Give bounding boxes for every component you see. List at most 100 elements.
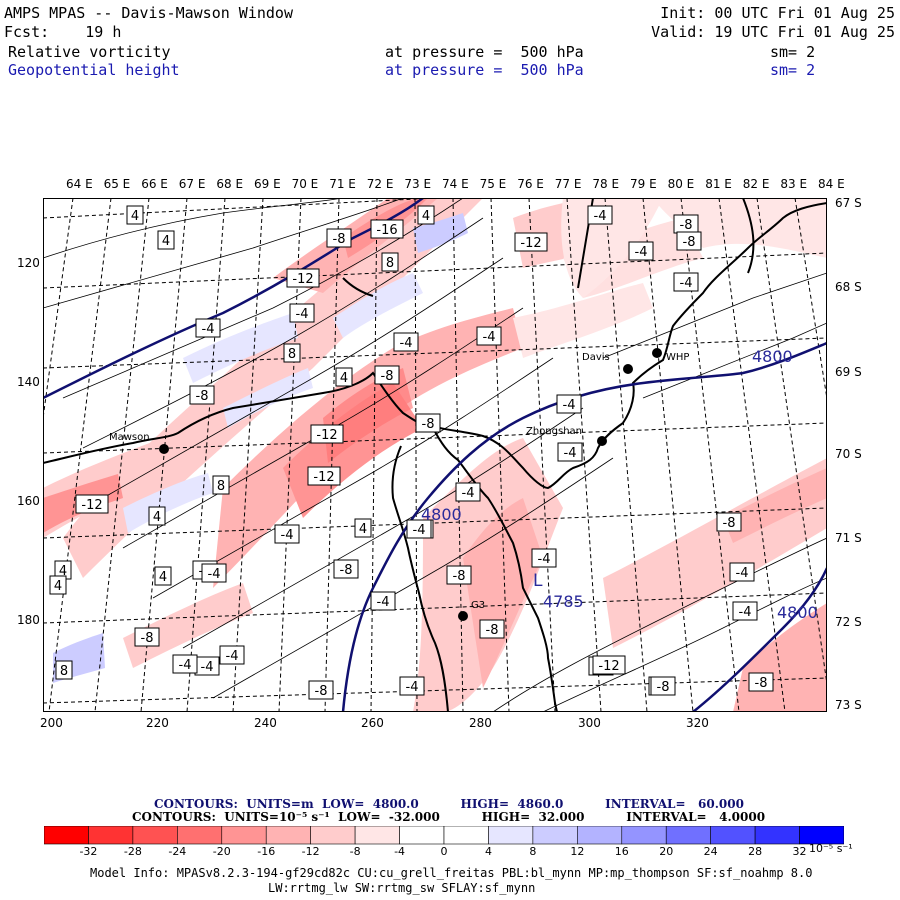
- low-center-marker: L: [533, 571, 543, 591]
- vorticity-contour-label: -4: [194, 656, 220, 676]
- vorticity-contour-label: 4: [157, 230, 175, 250]
- colorbar: [44, 826, 844, 845]
- vorticity-contour-label: -4: [455, 482, 481, 502]
- vorticity-contour-label: -4: [201, 563, 227, 583]
- top-lon-label: 74 E: [442, 177, 469, 191]
- vorticity-contour-label: -12: [75, 494, 109, 514]
- height-contour-info: CONTOURS: UNITS=m LOW= 4800.0 HIGH= 4860…: [154, 797, 744, 811]
- vorticity-contour-label: 4: [417, 205, 435, 225]
- top-lon-label: 67 E: [178, 177, 206, 191]
- colorbar-tick-label: -28: [123, 845, 142, 858]
- top-lon-label: 76 E: [517, 177, 544, 191]
- svg-text:-8: -8: [315, 684, 328, 699]
- vorticity-contour-label: -4: [557, 442, 583, 462]
- vorticity-contour-label: -4: [732, 601, 758, 621]
- field1-level: at pressure = 500 hPa: [385, 43, 584, 61]
- vorticity-contour-label: 8: [381, 252, 399, 272]
- svg-text:-4: -4: [201, 660, 214, 675]
- vorticity-contour-label: -8: [308, 680, 334, 700]
- bottom-x-label: 260: [361, 716, 384, 730]
- field1-name: Relative vorticity: [8, 43, 171, 61]
- vorticity-contour-label: -12: [307, 466, 341, 486]
- colorbar-tick-label: 24: [703, 845, 718, 858]
- colorbar-tick-label: -32: [79, 845, 98, 858]
- colorbar-tick-label: 16: [614, 845, 629, 858]
- station-label: Mawson: [109, 432, 150, 443]
- station-marker: [623, 364, 633, 374]
- vorticity-contour-label: -16: [370, 219, 404, 239]
- svg-text:4: 4: [59, 564, 67, 579]
- station-marker: [597, 436, 607, 446]
- colorbar-swatch: [88, 826, 134, 845]
- vorticity-contour-label: -12: [310, 424, 344, 444]
- svg-text:-4: -4: [281, 528, 294, 543]
- valid-time: Valid: 19 UTC Fri 01 Aug 25: [651, 23, 895, 41]
- vorticity-contour-label: 4: [154, 566, 172, 586]
- svg-text:-8: -8: [683, 235, 696, 250]
- svg-text:4: 4: [54, 579, 62, 594]
- colorbar-tick-label: -16: [257, 845, 276, 858]
- left-y-label: 160: [17, 494, 40, 508]
- vorticity-contour-label: -4: [476, 326, 502, 346]
- svg-text:-12: -12: [81, 498, 102, 513]
- bottom-x-label: 320: [686, 716, 709, 730]
- vorticity-contour-label: -8: [673, 214, 699, 234]
- svg-text:-8: -8: [486, 623, 499, 638]
- vorticity-contour-label: -4: [673, 272, 699, 292]
- vorticity-contour-label: -4: [531, 548, 557, 568]
- svg-text:-4: -4: [563, 398, 576, 413]
- svg-text:-4: -4: [564, 446, 577, 461]
- vorticity-contour-label: -4: [729, 562, 755, 582]
- colorbar-swatch: [621, 826, 667, 845]
- top-lon-label: 65 E: [103, 177, 131, 191]
- svg-text:-12: -12: [520, 236, 541, 251]
- vorticity-contour-label: -8: [446, 565, 472, 585]
- station-label: Davis: [582, 352, 610, 363]
- station-marker: [159, 444, 169, 454]
- vorticity-contour-label: -8: [134, 627, 160, 647]
- vorticity-contour-label: -8: [676, 231, 702, 251]
- svg-text:-4: -4: [462, 486, 475, 501]
- bottom-x-label: 280: [469, 716, 492, 730]
- svg-text:-4: -4: [179, 658, 192, 673]
- svg-text:-8: -8: [381, 369, 394, 384]
- colorbar-units: 10⁻⁵ s⁻¹: [809, 842, 853, 855]
- svg-text:-4: -4: [680, 276, 693, 291]
- colorbar-tick-label: 4: [484, 845, 492, 858]
- svg-text:-8: -8: [657, 680, 670, 695]
- left-y-label: 180: [17, 613, 40, 627]
- svg-text:-4: -4: [413, 523, 426, 538]
- colorbar-swatch: [488, 826, 534, 845]
- svg-text:-4: -4: [208, 567, 221, 582]
- station-label: G3: [471, 600, 485, 611]
- top-lon-label: 77 E: [554, 177, 582, 191]
- vorticity-contour-label: -4: [219, 645, 245, 665]
- svg-text:-12: -12: [313, 470, 334, 485]
- colorbar-tick-label: 28: [748, 845, 763, 858]
- vorticity-contour-label: 8: [55, 660, 73, 680]
- svg-text:-8: -8: [723, 516, 736, 531]
- station-label: WHP: [666, 352, 689, 363]
- vorticity-contour-label: 4: [49, 575, 67, 595]
- vorticity-contour-label: -4: [370, 591, 396, 611]
- field1-smooth: sm= 2: [770, 43, 816, 61]
- right-lat-label: 69 S: [835, 365, 862, 379]
- vorticity-contour-label: 4: [354, 518, 372, 538]
- svg-text:-12: -12: [598, 659, 619, 674]
- top-lon-label: 80 E: [667, 177, 695, 191]
- top-lon-label: 70 E: [291, 177, 319, 191]
- bottom-x-label: 300: [578, 716, 601, 730]
- colorbar-swatch: [710, 826, 756, 845]
- field2-name: Geopotential height: [8, 61, 180, 79]
- map-panel: 44-8-1648-12-12-8-48-4-4-48-4-84-8-8-12-…: [43, 198, 827, 712]
- top-lon-label: 69 E: [254, 177, 281, 191]
- vorticity-contour-label: -8: [374, 365, 400, 385]
- colorbar-tick-label: -24: [168, 845, 187, 858]
- top-lon-label: 72 E: [366, 177, 394, 191]
- vorticity-contour-label: -12: [286, 268, 320, 288]
- top-lon-label: 83 E: [780, 177, 808, 191]
- svg-text:-4: -4: [226, 649, 239, 664]
- colorbar-tick-label: 8: [529, 845, 537, 858]
- bottom-x-label: 200: [40, 716, 63, 730]
- top-lon-label: 81 E: [705, 177, 732, 191]
